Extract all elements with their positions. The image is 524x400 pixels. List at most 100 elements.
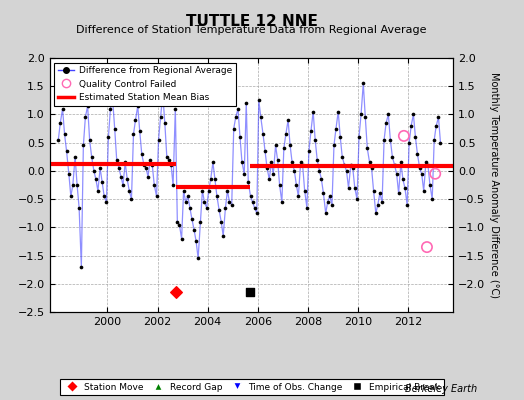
Point [400, 133, 408, 139]
Point [319, 190, 328, 197]
Point [119, 182, 127, 188]
Point [280, 145, 288, 152]
Point [194, 255, 202, 262]
Point [351, 185, 359, 191]
Point [127, 196, 136, 202]
Point [62, 148, 71, 154]
Point [172, 289, 181, 296]
Point [98, 179, 106, 185]
Point [423, 244, 431, 250]
Point [248, 199, 257, 205]
Point [292, 182, 301, 188]
Point [221, 204, 230, 211]
Point [175, 221, 183, 228]
Point [369, 188, 378, 194]
Point [159, 92, 167, 98]
Point [328, 202, 336, 208]
Text: TUTTLE 12 NNE: TUTTLE 12 NNE [185, 14, 318, 29]
Point [413, 151, 422, 157]
Point [236, 134, 244, 140]
Point [171, 106, 180, 112]
Point [146, 156, 155, 163]
Point [422, 159, 430, 166]
Point [418, 170, 426, 177]
Point [90, 168, 98, 174]
Point [155, 137, 163, 143]
Point [185, 204, 194, 211]
Point [196, 218, 204, 225]
Point [123, 176, 132, 182]
Point [288, 159, 296, 166]
Point [230, 125, 238, 132]
Point [397, 159, 405, 166]
Point [94, 188, 102, 194]
Point [246, 193, 255, 200]
Point [64, 170, 73, 177]
Point [136, 128, 144, 134]
Point [75, 204, 83, 211]
Point [88, 154, 96, 160]
Point [198, 188, 206, 194]
Point [225, 199, 234, 205]
Point [132, 117, 140, 123]
Point [303, 204, 311, 211]
Point [232, 114, 240, 120]
Point [340, 162, 348, 168]
Point [106, 106, 115, 112]
Point [184, 193, 192, 200]
Point [274, 156, 282, 163]
Point [297, 159, 305, 166]
Point [428, 196, 436, 202]
Point [178, 236, 186, 242]
Point [309, 108, 318, 115]
Point [338, 154, 346, 160]
Point [255, 97, 263, 104]
Point [378, 199, 386, 205]
Y-axis label: Monthly Temperature Anomaly Difference (°C): Monthly Temperature Anomaly Difference (… [489, 72, 499, 298]
Point [73, 182, 81, 188]
Point [386, 137, 395, 143]
Point [424, 162, 432, 168]
Point [436, 140, 445, 146]
Point [405, 140, 413, 146]
Point [152, 193, 161, 200]
Point [134, 103, 142, 109]
Point [372, 210, 380, 216]
Point [77, 264, 85, 270]
Point [342, 168, 351, 174]
Point [330, 142, 338, 149]
Point [384, 111, 392, 118]
Point [305, 148, 313, 154]
Point [269, 170, 278, 177]
Point [156, 114, 165, 120]
Point [282, 131, 290, 137]
Point [144, 173, 152, 180]
Point [204, 188, 213, 194]
Point [202, 204, 211, 211]
Point [83, 103, 92, 109]
Point [219, 232, 227, 239]
Point [188, 216, 196, 222]
Point [121, 159, 129, 166]
Point [58, 106, 67, 112]
Point [257, 114, 265, 120]
Point [129, 131, 138, 137]
Point [81, 114, 90, 120]
Point [161, 120, 169, 126]
Point [162, 154, 171, 160]
Point [348, 165, 357, 171]
Point [359, 80, 367, 86]
Point [179, 188, 188, 194]
Point [200, 199, 209, 205]
Point [407, 122, 416, 129]
Point [92, 176, 100, 182]
Point [399, 176, 407, 182]
Point [323, 199, 332, 205]
Point [167, 162, 175, 168]
Point [388, 154, 397, 160]
Point [100, 193, 108, 200]
Point [315, 168, 324, 174]
Text: Berkeley Earth: Berkeley Earth [405, 384, 477, 394]
Point [317, 176, 325, 182]
Point [374, 202, 382, 208]
